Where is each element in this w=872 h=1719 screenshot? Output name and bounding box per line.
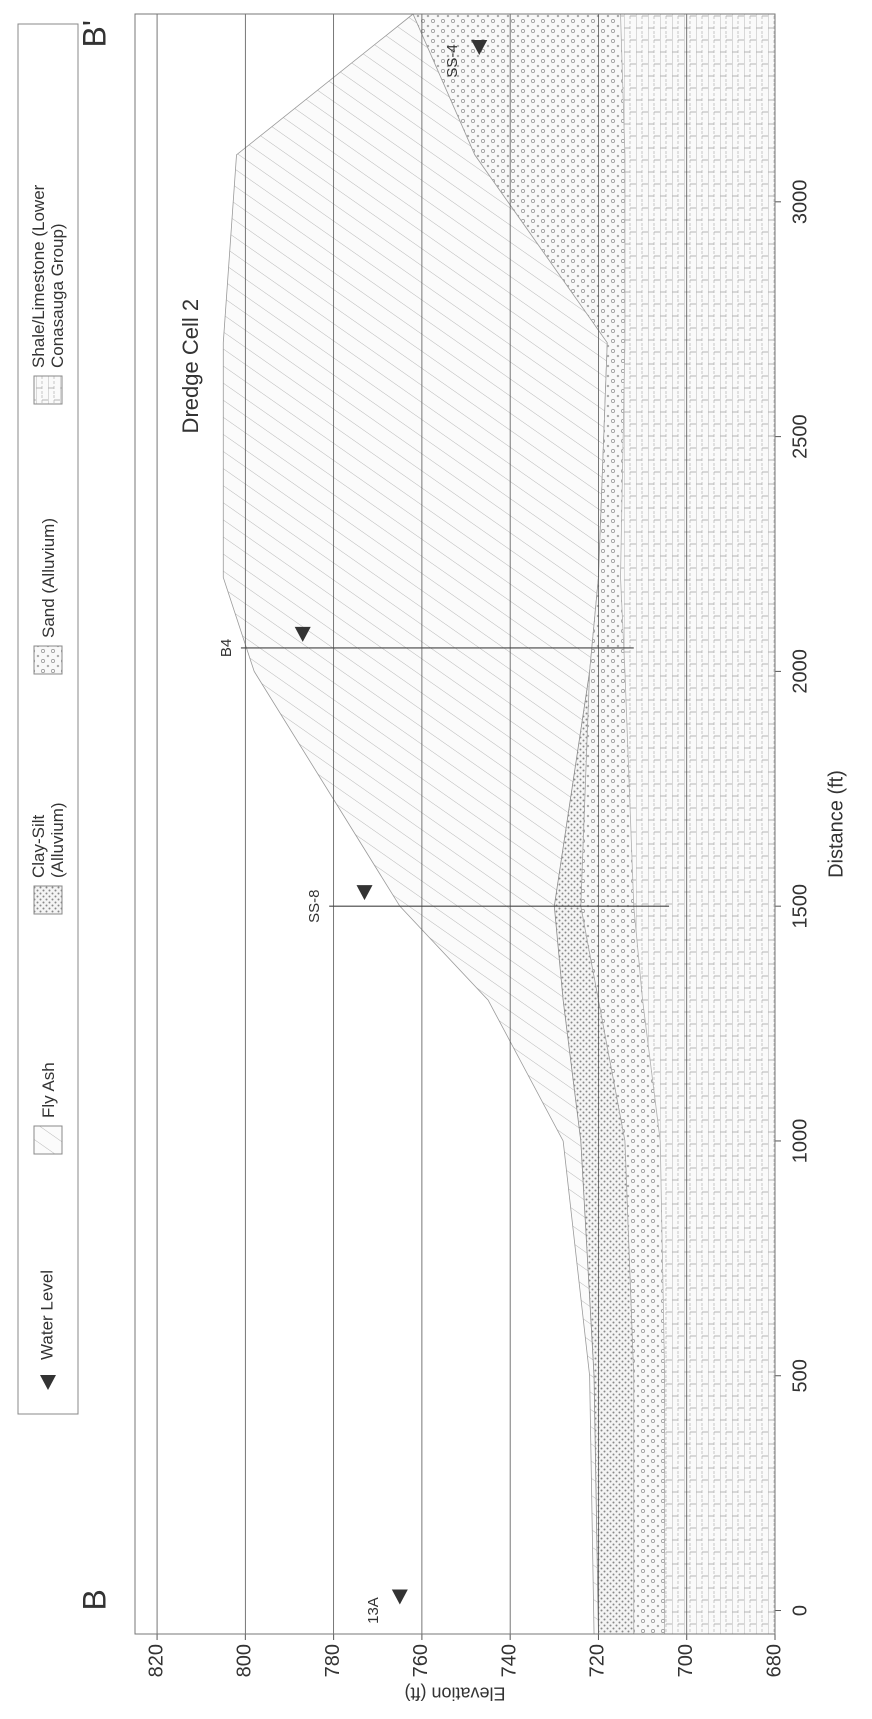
legend-label-box: Shale/Limestone (Lower Conasauga Group)	[29, 184, 67, 368]
y-tick-label: 800	[234, 1644, 256, 1677]
layer-area	[413, 14, 634, 1634]
legend-label: Clay-Silt (Alluvium)	[29, 802, 67, 878]
legend-swatch	[33, 375, 63, 405]
water-level-marker	[391, 1589, 408, 1605]
legend-swatch	[33, 645, 63, 675]
y-tick-label: 780	[322, 1644, 344, 1677]
layer-boundary	[620, 13, 666, 1634]
annotation: Dredge Cell 2	[178, 299, 203, 434]
y-tick-label: 820	[145, 1644, 167, 1677]
plot-border	[134, 13, 776, 1635]
water-level-marker	[294, 626, 311, 642]
x-tick-label: 0	[789, 1605, 811, 1616]
legend-label-box: Clay-Silt (Alluvium)	[29, 802, 67, 878]
legend-label: Water Level	[37, 1270, 56, 1360]
legend-label: Shale/Limestone (Lower Conasauga Group)	[29, 184, 67, 368]
legend-swatch	[33, 1125, 63, 1155]
x-tick-label: 2000	[789, 649, 811, 694]
legend-label-box: Fly Ash	[38, 1062, 58, 1118]
well-label: 13A	[365, 1597, 382, 1624]
layer-area	[413, 14, 665, 1634]
water-level-marker	[471, 39, 488, 55]
legend-label: Sand (Alluvium)	[38, 518, 58, 638]
layer-area	[223, 14, 608, 1634]
y-tick-label: 700	[675, 1644, 697, 1677]
x-tick-label: 1000	[789, 1119, 811, 1164]
well-label: SS-4	[444, 44, 461, 77]
y-tick-label: 740	[498, 1644, 520, 1677]
well-label: B4	[218, 639, 235, 657]
y-axis-title: Elevation (ft)	[404, 1683, 505, 1703]
annotation: B'	[76, 20, 112, 47]
water-level-marker	[356, 885, 373, 901]
x-axis-title: Distance (ft)	[825, 770, 847, 878]
well-label: SS-8	[306, 889, 323, 922]
y-tick-label: 680	[763, 1644, 785, 1677]
legend-box	[17, 23, 79, 1415]
y-tick-label: 720	[587, 1644, 609, 1677]
y-tick-label: 760	[410, 1644, 432, 1677]
x-tick-label: 2500	[789, 414, 811, 459]
legend-label-box: Sand (Alluvium)	[38, 518, 58, 638]
x-tick-label: 3000	[789, 180, 811, 225]
x-tick-label: 500	[789, 1359, 811, 1392]
legend-label: Fly Ash	[38, 1062, 58, 1118]
layer-area	[620, 14, 775, 1634]
layer-boundary	[222, 13, 595, 1635]
legend-swatch	[33, 885, 63, 915]
x-tick-label: 1500	[789, 884, 811, 929]
annotation: B	[76, 1589, 112, 1610]
rotated-frame: 680 700 720 740 760 780 800 820 0 500 1000 1500 2000…	[17, 13, 847, 1703]
layer-boundary	[412, 13, 635, 1634]
legend-water-symbol	[40, 1375, 56, 1390]
